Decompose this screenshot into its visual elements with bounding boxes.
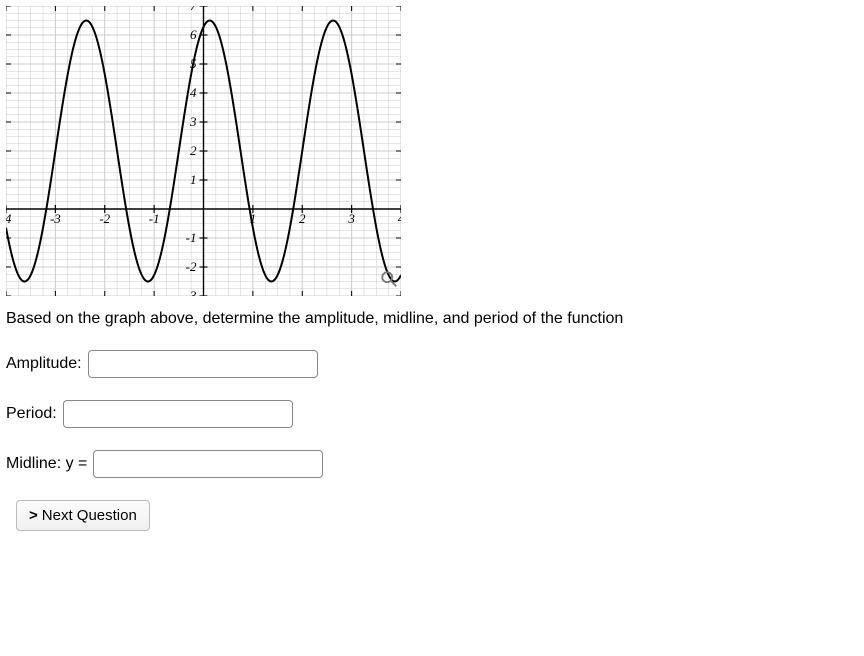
svg-text:7: 7 [190, 6, 197, 13]
svg-text:2: 2 [299, 211, 306, 226]
svg-text:-4: -4 [6, 211, 12, 226]
sine-graph: -4-3-2-11234-3-2-11234567 [6, 6, 401, 296]
midline-input[interactable] [93, 450, 323, 478]
amplitude-input[interactable] [88, 350, 318, 378]
chart-container: -4-3-2-11234-3-2-11234567 [6, 6, 406, 296]
amplitude-row: Amplitude: [6, 350, 858, 378]
midline-row: Midline: y = [6, 450, 858, 478]
svg-text:3: 3 [347, 211, 355, 226]
svg-text:-2: -2 [186, 259, 197, 274]
chevron-right-icon: > [29, 507, 38, 524]
svg-text:1: 1 [190, 172, 197, 187]
midline-label: Midline: y = [6, 455, 87, 473]
svg-text:3: 3 [189, 114, 197, 129]
svg-text:4: 4 [398, 211, 401, 226]
period-label: Period: [6, 405, 57, 423]
question-prompt: Based on the graph above, determine the … [6, 310, 858, 328]
svg-text:-3: -3 [186, 288, 197, 296]
next-question-button[interactable]: >Next Question [16, 500, 150, 531]
period-input[interactable] [63, 400, 293, 428]
svg-text:-2: -2 [99, 211, 110, 226]
svg-text:-3: -3 [50, 211, 61, 226]
svg-text:6: 6 [190, 27, 197, 42]
period-row: Period: [6, 400, 858, 428]
svg-text:4: 4 [190, 85, 197, 100]
svg-text:-1: -1 [186, 230, 197, 245]
svg-text:2: 2 [190, 143, 197, 158]
amplitude-label: Amplitude: [6, 355, 82, 373]
magnifier-icon[interactable] [380, 270, 398, 288]
svg-text:-1: -1 [149, 211, 160, 226]
next-question-label: Next Question [42, 507, 137, 524]
